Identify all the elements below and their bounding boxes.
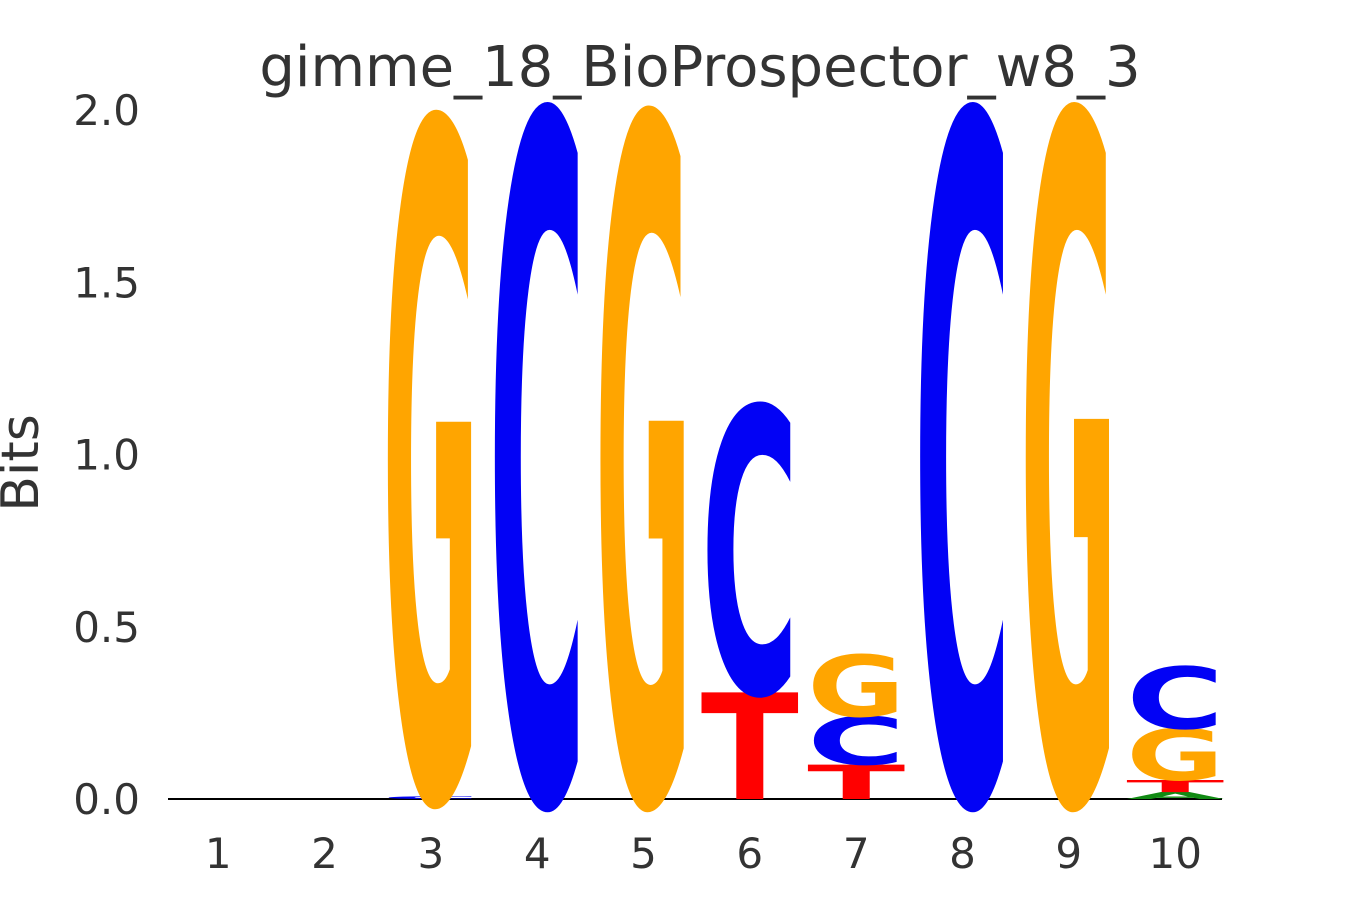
x-tick-label: 6	[736, 829, 763, 878]
x-tick-label: 4	[524, 829, 551, 878]
logo-letter-C-pos4: C	[488, 0, 586, 900]
logo-letter-C-pos10: C	[1126, 650, 1224, 749]
y-tick-label: 1.5	[73, 258, 140, 307]
logo-letter-A-pos10: A	[1126, 790, 1224, 801]
x-tick-label: 10	[1148, 829, 1201, 878]
x-tick-label: 8	[949, 829, 976, 878]
logo-letter-G-pos5: G	[595, 0, 693, 900]
logo-letter-C-pos7: C	[807, 703, 905, 780]
logo-letter-C-pos3: C	[382, 795, 480, 799]
logo-letter-T-pos7: T	[807, 756, 905, 811]
logo-letter-T-pos6: T	[701, 664, 799, 834]
logo-letter-T-pos10: T	[1126, 777, 1224, 796]
logo-letter-G-pos3: G	[382, 0, 480, 900]
x-axis-tick-labels: 1 2 3 4 5 6 7 8 9 10	[205, 829, 1202, 878]
y-axis-label: Bits	[0, 414, 51, 512]
x-tick-label: 7	[843, 829, 870, 878]
y-tick-label: 0.5	[73, 603, 140, 652]
y-tick-label: 1.0	[73, 431, 140, 480]
logo-letter-C-pos8: C	[914, 0, 1012, 900]
x-tick-label: 5	[630, 829, 657, 878]
x-tick-label: 1	[205, 829, 232, 878]
x-tick-label: 9	[1055, 829, 1082, 878]
chart-title: gimme_18_BioProspector_w8_3	[259, 35, 1140, 100]
y-tick-label: 2.0	[73, 86, 140, 135]
y-axis-tick-labels: 0.0 0.5 1.0 1.5 2.0	[73, 86, 140, 824]
x-tick-label: 2	[311, 829, 338, 878]
x-tick-label: 3	[418, 829, 445, 878]
logo-letter-C-pos6: C	[701, 330, 799, 785]
logo-letter-G-pos9: G	[1020, 0, 1118, 900]
y-tick-label: 0.0	[73, 775, 140, 824]
logo-letter-G-pos10: G	[1126, 716, 1224, 798]
logo-letter-G-pos7: G	[807, 638, 905, 737]
